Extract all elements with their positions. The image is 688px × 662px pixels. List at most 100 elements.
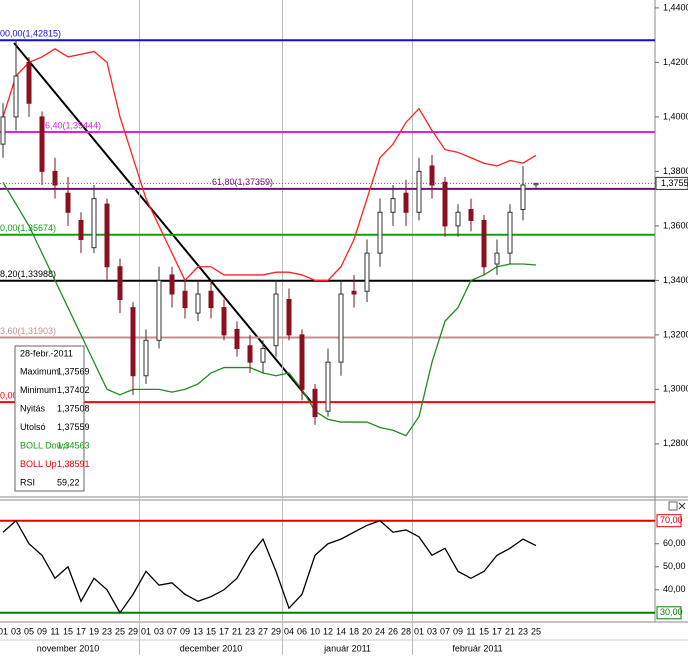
x-tick-label: 21 bbox=[505, 626, 515, 636]
candle-body bbox=[468, 209, 474, 221]
month-label: január 2011 bbox=[323, 643, 371, 653]
x-tick-label: 15 bbox=[63, 626, 73, 636]
x-tick-label: 11 bbox=[466, 626, 475, 636]
candle-body bbox=[260, 347, 266, 363]
x-tick-label: 03 bbox=[11, 626, 21, 636]
candle-body bbox=[39, 116, 45, 172]
x-tick-label: 19 bbox=[89, 626, 99, 636]
candle-body bbox=[143, 339, 149, 377]
candle-body bbox=[130, 307, 136, 377]
x-tick-label: 03 bbox=[427, 626, 437, 636]
x-tick-label: 01 bbox=[141, 626, 151, 636]
y-tick-label: 1,42000 bbox=[663, 57, 688, 67]
candle-body bbox=[52, 170, 58, 186]
y-tick-label: 60,00 bbox=[663, 538, 686, 548]
candle-body bbox=[533, 182, 539, 186]
level-label: 61,80(1,37359) bbox=[212, 177, 273, 187]
month-label: december 2010 bbox=[180, 643, 243, 653]
close-button[interactable] bbox=[678, 502, 686, 510]
month-label: november 2010 bbox=[37, 643, 100, 653]
y-tick-label: 1,32000 bbox=[663, 329, 688, 339]
candle-body bbox=[13, 75, 19, 118]
y-tick-label: 40,00 bbox=[663, 584, 686, 594]
x-tick-label: 23 bbox=[102, 626, 112, 636]
candle-body bbox=[0, 116, 6, 145]
y-tick-label: 1,40000 bbox=[663, 111, 688, 121]
x-tick-label: 09 bbox=[180, 626, 190, 636]
candle-body bbox=[221, 307, 227, 336]
candle-body bbox=[286, 298, 292, 336]
x-tick-label: 06 bbox=[297, 626, 307, 636]
candle-body bbox=[377, 211, 383, 254]
x-tick-label: 25 bbox=[115, 626, 125, 636]
x-tick-label: 17 bbox=[76, 626, 86, 636]
candle-body bbox=[26, 61, 32, 104]
info-name: Maximum bbox=[20, 366, 59, 376]
x-tick-label: 26 bbox=[388, 626, 398, 636]
y-tick-label: 1,44000 bbox=[663, 2, 688, 12]
candle-body bbox=[312, 388, 318, 418]
x-tick-label: 04 bbox=[284, 626, 294, 636]
info-value: 1,37559 bbox=[57, 422, 90, 432]
level-label: 0,00(1,35674) bbox=[0, 223, 56, 233]
rsi-line bbox=[2, 519, 537, 615]
x-tick-label: 27 bbox=[258, 626, 268, 636]
candle-body bbox=[403, 192, 409, 213]
x-tick-label: 01 bbox=[0, 626, 8, 636]
x-tick-label: 07 bbox=[440, 626, 450, 636]
info-value: 1,37402 bbox=[57, 385, 90, 395]
bollinger-band bbox=[2, 48, 537, 282]
info-name: RSI bbox=[20, 477, 35, 487]
candle-body bbox=[390, 198, 396, 213]
candle-body bbox=[208, 290, 214, 309]
candle-body bbox=[169, 274, 175, 295]
candle-body bbox=[416, 170, 422, 213]
month-label: február 2011 bbox=[452, 643, 502, 653]
candle-body bbox=[494, 252, 500, 265]
y-tick-label: 50,00 bbox=[663, 561, 686, 571]
x-tick-label: 23 bbox=[518, 626, 528, 636]
info-name: BOLL Up bbox=[20, 459, 57, 469]
x-tick-label: 12 bbox=[323, 626, 333, 636]
level-label: 3,60(1,31903) bbox=[0, 326, 56, 336]
candle-body bbox=[351, 290, 357, 295]
x-tick-label: 25 bbox=[531, 626, 541, 636]
info-value: 59,22 bbox=[57, 477, 80, 487]
x-tick-label: 11 bbox=[50, 626, 59, 636]
x-tick-label: 10 bbox=[310, 626, 320, 636]
info-name: Minimum bbox=[20, 385, 57, 395]
x-tick-label: 09 bbox=[453, 626, 463, 636]
x-tick-label: 17 bbox=[219, 626, 229, 636]
x-tick-label: 17 bbox=[492, 626, 502, 636]
info-value: 1,37508 bbox=[57, 403, 90, 413]
x-tick-label: 29 bbox=[128, 626, 138, 636]
x-tick-label: 24 bbox=[375, 626, 385, 636]
last-price-box bbox=[655, 176, 688, 190]
candle-body bbox=[78, 219, 84, 241]
candle-body bbox=[195, 293, 201, 314]
x-tick-label: 20 bbox=[362, 626, 372, 636]
panel-button[interactable] bbox=[668, 501, 678, 511]
x-tick-label: 18 bbox=[349, 626, 359, 636]
y-tick-label: 1,30000 bbox=[663, 384, 688, 394]
candle-body bbox=[156, 279, 162, 341]
candle-body bbox=[455, 211, 461, 227]
x-tick-label: 13 bbox=[193, 626, 203, 636]
y-tick-label: 1,28000 bbox=[663, 438, 688, 448]
x-tick-label: 21 bbox=[232, 626, 242, 636]
candle-body bbox=[325, 361, 331, 412]
candle-body bbox=[429, 165, 435, 186]
x-tick-label: 14 bbox=[336, 626, 346, 636]
info-name: BOLL Down bbox=[20, 440, 68, 450]
candle-body bbox=[481, 219, 487, 268]
level-label: 00,00(1,42815) bbox=[0, 29, 61, 39]
info-box-frame bbox=[14, 345, 85, 492]
x-tick-label: 01 bbox=[414, 626, 424, 636]
candle-body bbox=[442, 181, 448, 227]
candle-body bbox=[182, 290, 188, 309]
y-tick-label: 1,34000 bbox=[663, 275, 688, 285]
x-tick-label: 05 bbox=[24, 626, 34, 636]
info-name: Utolsó bbox=[20, 422, 46, 432]
